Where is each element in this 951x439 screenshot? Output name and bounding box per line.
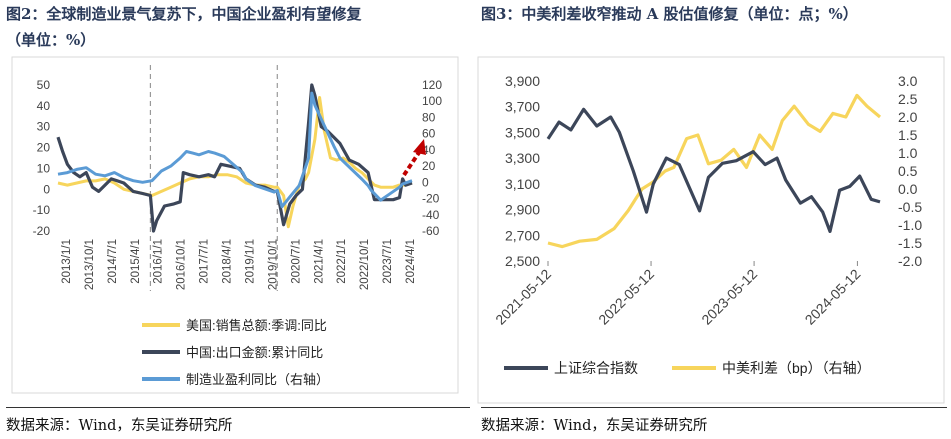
series-line-china-export [56, 83, 413, 233]
x-tick-label: 2024/4/1 [405, 239, 417, 284]
x-tick-label: 2023/7/1 [382, 239, 394, 284]
right-y-tick: 3.0 [898, 73, 918, 89]
x-tick-label: 2020/7/1 [290, 239, 302, 284]
left-y-tick: 50 [37, 78, 51, 92]
right-y-tick: 80 [422, 110, 436, 124]
left-y-tick: -20 [33, 224, 51, 238]
x-tick-label: 2014/7/1 [107, 239, 119, 284]
right-figure-title: 图3：中美利差收窄推动 A 股估值修复（单位：点；%） [481, 5, 858, 23]
left-y-tick: 2,900 [505, 202, 540, 218]
left-y-tick: 10 [37, 161, 51, 175]
x-tick-label: 2013/1/1 [61, 239, 73, 284]
x-tick-label: 2015/4/1 [130, 239, 142, 284]
x-tick-label: 2022/10/1 [359, 239, 371, 290]
x-tick-label: 2021/4/1 [313, 239, 325, 284]
left-y-tick: 30 [37, 120, 51, 134]
right-y-tick: 1.5 [898, 127, 918, 143]
right-y-tick: -1.5 [898, 235, 922, 251]
left-y-tick: 3,300 [505, 150, 540, 166]
legend-label: 美国:销售总额:季调:同比 [186, 318, 327, 333]
x-tick-label: 2019/1/1 [244, 239, 256, 284]
right-y-tick: 0.5 [898, 163, 918, 179]
x-tick-label: 2016/10/1 [176, 239, 188, 290]
series-line-mfg-profit [57, 91, 413, 209]
right-y-tick: 0.0 [898, 181, 918, 197]
x-tick-label: 2019/10/1 [267, 239, 279, 290]
right-source-rule [481, 407, 947, 408]
x-tick-label: 2021-05-12 [492, 266, 554, 328]
right-y-tick: 60 [422, 127, 436, 141]
left-y-tick: 3,100 [505, 176, 540, 192]
right-source-note: 数据来源：Wind，东吴证券研究所 [481, 418, 708, 434]
right-chart: 3,900 3,700 3,500 3,300 3,100 2,900 2,700 2,500… [477, 56, 945, 404]
right-y-tick: -40 [422, 208, 440, 222]
left-figure-title: 图2：全球制造业景气复苏下，中国企业盈利有望修复 [6, 5, 362, 23]
x-tick-label: 2023-05-12 [698, 266, 760, 328]
right-y-tick: -1.0 [898, 217, 922, 233]
right-y-tick: 100 [422, 94, 442, 108]
x-tick-label: 2022-05-12 [595, 266, 657, 328]
right-y-tick: 2.5 [898, 91, 918, 107]
left-y-tick: 40 [37, 99, 51, 113]
x-tick-label: 2013/10/1 [84, 239, 96, 290]
left-source-note: 数据来源：Wind，东吴证券研究所 [6, 418, 233, 434]
left-y-tick: -10 [33, 203, 51, 217]
x-tick-label: 2024-05-12 [802, 266, 864, 328]
x-tick-label: 2016/1/1 [153, 239, 165, 284]
right-y-tick: -0.5 [898, 199, 922, 215]
x-tick-label: 2022/1/1 [336, 239, 348, 284]
left-y-tick: 0 [43, 182, 50, 196]
legend-label: 上证综合指数 [554, 360, 638, 376]
x-tick-label: 2018/4/1 [222, 239, 234, 284]
left-chart-frame [11, 56, 459, 394]
right-y-tick: 0 [422, 175, 429, 189]
left-y-tick: 2,700 [505, 227, 540, 243]
right-y-tick: -2.0 [898, 253, 922, 269]
legend-label: 中国:出口金额:累计同比 [186, 345, 323, 360]
left-y-tick: 3,900 [505, 73, 540, 89]
legend-label: 制造业盈利同比（右轴） [186, 372, 329, 387]
left-y-tick: 3,500 [505, 124, 540, 140]
right-y-tick: 2.0 [898, 109, 918, 125]
left-y-tick: 3,700 [505, 99, 540, 115]
right-chart-frame [477, 56, 945, 404]
series-line-sh-index [546, 107, 881, 233]
uptrend-arrow [402, 139, 426, 177]
x-tick-label: 2017/7/1 [199, 239, 211, 284]
right-y-tick: -60 [422, 224, 440, 238]
left-figure-unit: （单位：%） [6, 31, 96, 49]
right-y-tick: 1.0 [898, 145, 918, 161]
series-line-rate-spread [547, 93, 882, 249]
series-line-us-sales [57, 96, 413, 229]
left-source-rule [6, 407, 470, 408]
left-y-tick: 20 [37, 141, 51, 155]
left-y-tick: 2,500 [505, 253, 540, 269]
legend-label: 中美利差（bp）（右轴） [722, 360, 871, 376]
right-y-tick: 20 [422, 159, 436, 173]
right-y-tick: 120 [422, 78, 442, 92]
right-y-tick: -20 [422, 192, 440, 206]
